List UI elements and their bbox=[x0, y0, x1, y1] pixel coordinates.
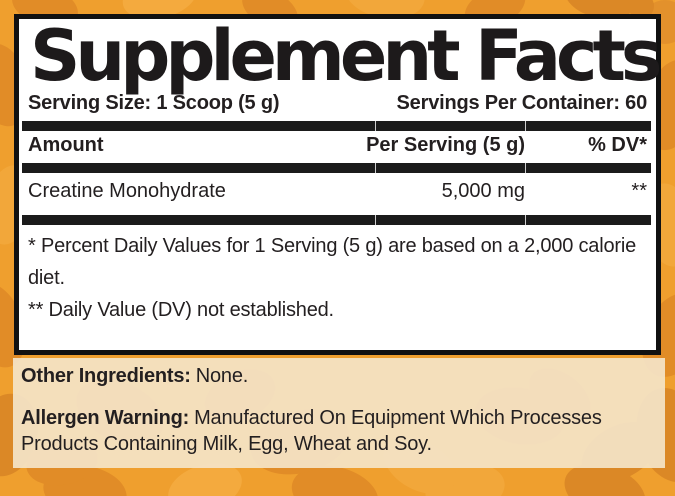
serving-size-text: Serving Size: 1 Scoop (5 g) bbox=[28, 92, 280, 114]
footnote-daily-values: * Percent Daily Values for 1 Serving (5 … bbox=[28, 235, 636, 289]
divider-bar-thick bbox=[22, 163, 651, 173]
footnote-dv-not-established: ** Daily Value (DV) not established. bbox=[28, 299, 334, 321]
footnotes-block: * Percent Daily Values for 1 Serving (5 … bbox=[28, 230, 647, 326]
panel-title: Supplement Facts bbox=[30, 15, 663, 97]
servings-per-container-text: Servings Per Container: 60 bbox=[396, 92, 648, 114]
other-ingredients-line: Other Ingredients: None. bbox=[21, 363, 655, 389]
column-header-amount: Amount bbox=[28, 134, 104, 156]
ingredient-name: Creatine Monohydrate bbox=[28, 180, 226, 202]
allergen-warning-text: Manufactured On Equipment Which Processe… bbox=[21, 407, 602, 455]
other-ingredients-label: Other Ingredients: bbox=[21, 365, 191, 387]
other-ingredients-value: None. bbox=[195, 365, 249, 387]
allergen-warning-label: Allergen Warning: bbox=[21, 407, 190, 429]
table-row: Creatine Monohydrate 5,000 mg ** bbox=[28, 173, 647, 212]
supplement-facts-panel: Supplement Facts Serving Size: 1 Scoop (… bbox=[14, 14, 663, 355]
serving-info-row: Serving Size: 1 Scoop (5 g) Servings Per… bbox=[28, 91, 647, 115]
divider-bar-thick bbox=[22, 121, 651, 131]
other-ingredients-panel: Other Ingredients: None. Allergen Warning… bbox=[13, 358, 665, 468]
column-header-per-serving: Per Serving (5 g) bbox=[366, 134, 525, 156]
ingredient-dv: ** bbox=[631, 180, 647, 202]
column-header-dv: % DV* bbox=[588, 134, 647, 156]
ingredient-amount: 5,000 mg bbox=[441, 180, 525, 202]
table-header-row: Amount Per Serving (5 g) % DV* bbox=[28, 131, 647, 161]
allergen-warning-line: Allergen Warning: Manufactured On Equipme… bbox=[21, 405, 655, 457]
divider-bar-thick bbox=[22, 215, 651, 225]
